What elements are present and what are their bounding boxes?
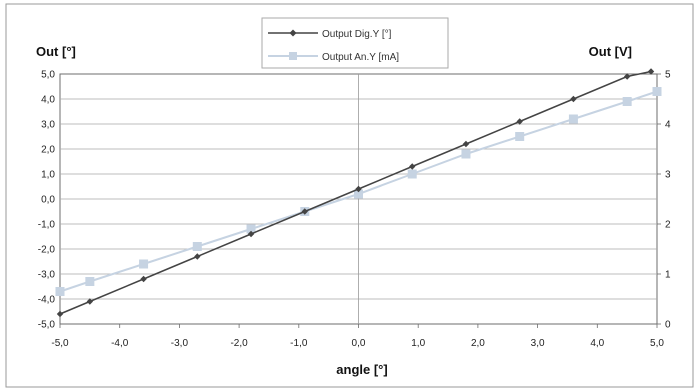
y-left-tick-label: -3,0 <box>38 270 56 281</box>
x-tick-label: 1,0 <box>411 338 425 349</box>
x-tick-label: -4,0 <box>111 338 129 349</box>
y-left-tick-label: -2,0 <box>38 245 56 256</box>
data-point-dig <box>409 163 416 170</box>
data-point-an <box>515 132 525 141</box>
y-left-tick-label: 1,0 <box>41 170 55 181</box>
y-left-tick-label: -4,0 <box>38 295 56 306</box>
data-point-dig <box>355 185 362 193</box>
y-left-tick-label: -1,0 <box>38 220 56 231</box>
data-point-dig <box>194 253 201 260</box>
data-point-an <box>407 169 417 179</box>
data-point-dig <box>623 73 631 80</box>
data-point-an <box>652 87 662 96</box>
grid <box>59 73 661 328</box>
x-tick-label: 4,0 <box>590 338 604 349</box>
data-point-dig <box>140 275 147 283</box>
y-right-tick-label: 1 <box>665 270 671 281</box>
data-point-an <box>461 149 471 159</box>
legend-marker-an <box>289 52 297 60</box>
data-point-dig <box>86 298 94 305</box>
y-left-tick-label: 0,0 <box>41 195 55 206</box>
y-right-tick-label: 4 <box>665 120 671 131</box>
data-point-dig <box>647 68 655 75</box>
data-point-an <box>192 242 202 251</box>
y-right-tick-label: 2 <box>665 220 671 231</box>
x-tick-label: 0,0 <box>352 338 366 349</box>
x-tick-label: 2,0 <box>471 338 485 349</box>
data-point-an <box>55 287 65 296</box>
x-tick-label: -2,0 <box>230 338 248 349</box>
y-right-tick-label: 0 <box>665 320 671 331</box>
y-right-tick-label: 5 <box>665 70 671 81</box>
data-point-dig <box>247 230 255 238</box>
x-axis-title: angle [°] <box>336 362 387 377</box>
legend-marker-dig <box>289 29 297 37</box>
data-point-an <box>622 97 632 106</box>
data-point-dig <box>301 208 308 215</box>
x-tick-label: 5,0 <box>650 338 664 349</box>
data-point-dig <box>516 118 523 125</box>
data-point-an <box>568 114 578 124</box>
y-left-tick-label: -5,0 <box>38 320 56 331</box>
legend: Output Dig.Y [°] Output An.Y [mA] <box>261 17 449 69</box>
right-axis-title: Out [V] <box>589 44 632 59</box>
legend-label-an: Output An.Y [mA] <box>322 52 399 63</box>
y-left-tick-label: 4,0 <box>41 95 55 106</box>
x-tick-label: 3,0 <box>531 338 545 349</box>
data-point-an <box>246 224 256 234</box>
data-point-dig <box>56 310 64 318</box>
x-tick-label: -3,0 <box>171 338 189 349</box>
data-point-an <box>85 277 95 286</box>
data-point-dig <box>570 95 577 103</box>
x-tick-label: -1,0 <box>290 338 308 349</box>
data-point-dig <box>462 140 470 148</box>
left-axis-title: Out [°] <box>36 44 76 59</box>
data-point-an <box>354 189 363 199</box>
series <box>55 68 662 318</box>
tick-labels: 5,0 4,0 3,0 2,0 1,0 0,0 -1,0 -2,0 -3,0 -4,0 -5,0 -5… <box>38 70 671 350</box>
data-point-an <box>139 259 149 269</box>
y-left-tick-label: 3,0 <box>41 120 55 131</box>
legend-label-dig: Output Dig.Y [°] <box>322 29 392 40</box>
y-left-tick-label: 2,0 <box>41 145 55 156</box>
x-tick-label: -5,0 <box>51 338 69 349</box>
y-right-tick-label: 3 <box>665 170 671 181</box>
y-left-tick-label: 5,0 <box>41 70 55 81</box>
